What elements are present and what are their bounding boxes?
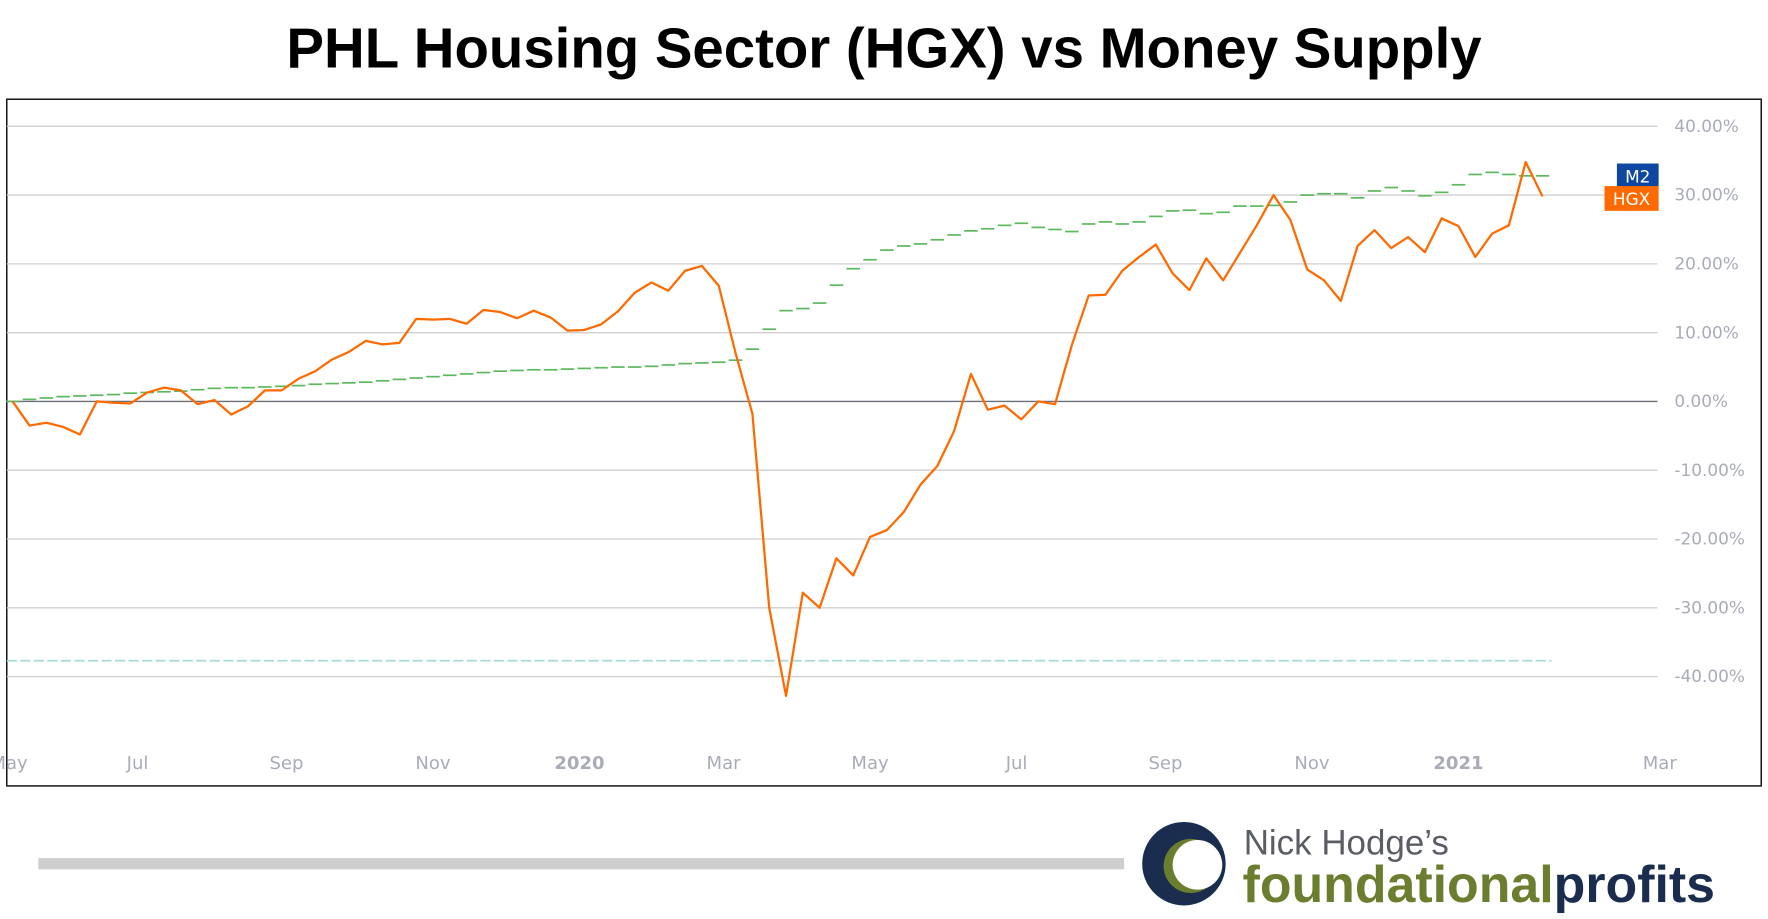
hgx-tag-label: HGX [1613,189,1651,209]
x-tick-label: Nov [1294,753,1330,774]
y-tick-label: 10.00% [1674,322,1738,342]
y-tick-label: 20.00% [1674,254,1738,274]
x-tick-label: May [851,753,889,774]
y-axis: 40.00% 30.00% 20.00% 10.00% 0.00% -10.00% -20.… [1674,116,1745,686]
y-tick-label: -20.00% [1674,529,1745,549]
x-tick-label: 2020 [554,753,604,774]
x-axis: May Jul Sep Nov 2020 Mar May Jul Sep Nov 2021 Mar [0,753,1677,774]
x-tick-label: Mar [1643,753,1678,774]
x-tick-label: Sep [269,753,303,774]
gridlines [6,125,1658,678]
x-tick-label: Jul [126,753,149,774]
y-tick-label: 0.00% [1674,391,1728,411]
logo-mark-icon [1142,822,1226,906]
chart-title: PHL Housing Sector (HGX) vs Money Supply [286,17,1482,80]
y-tick-label: 30.00% [1674,185,1738,205]
logo-text-brand: foundationalprofits [1243,855,1715,913]
series-tag-hgx: HGX [1604,186,1659,211]
y-tick-label: -30.00% [1674,597,1745,617]
x-tick-label: Sep [1148,753,1182,774]
footer-divider-bar [38,858,1125,870]
plot-frame [6,98,1762,787]
x-tick-label: Nov [415,753,451,774]
series-tag-m2: M2 [1616,163,1659,189]
logo-word-foundational: foundational [1243,855,1554,913]
m2-tag-box [1616,163,1659,189]
y-tick-label: -10.00% [1674,460,1745,480]
m2-tag-label: M2 [1625,167,1650,187]
y-tick-label: -40.00% [1674,666,1745,686]
x-tick-label: Jul [1005,753,1028,774]
x-tick-label: 2021 [1433,753,1483,774]
x-tick-label: Mar [707,753,742,774]
logo-word-profits: profits [1554,855,1715,913]
hgx-line [11,160,1544,697]
hgx-tag-box [1604,186,1659,211]
y-tick-label: 40.00% [1674,116,1738,136]
x-tick-label: May [0,753,28,774]
logo-text-nick-hodges: Nick Hodge’s [1244,824,1449,863]
series-layer [5,160,1552,697]
